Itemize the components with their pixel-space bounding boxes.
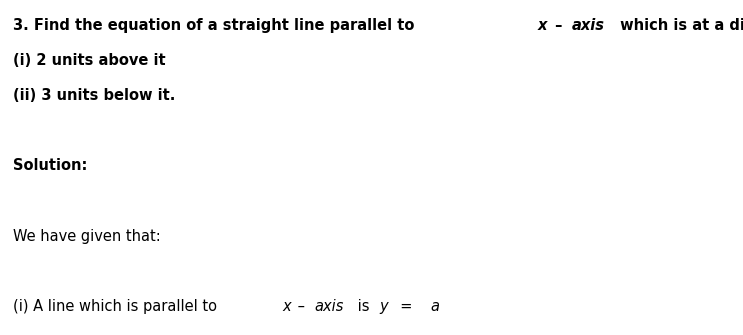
Text: axis: axis — [315, 299, 344, 314]
Text: (ii) 3 units below it.: (ii) 3 units below it. — [13, 88, 175, 103]
Text: 3. Find the equation of a straight line parallel to: 3. Find the equation of a straight line … — [13, 18, 419, 33]
Text: (i) A line which is parallel to: (i) A line which is parallel to — [13, 299, 221, 314]
Text: a: a — [430, 299, 439, 314]
Text: We have given that:: We have given that: — [13, 228, 160, 244]
Text: Solution:: Solution: — [13, 158, 87, 174]
Text: y: y — [380, 299, 389, 314]
Text: =: = — [391, 299, 421, 314]
Text: (i) 2 units above it: (i) 2 units above it — [13, 53, 166, 68]
Text: –: – — [293, 299, 310, 314]
Text: x: x — [537, 18, 547, 33]
Text: is: is — [353, 299, 374, 314]
Text: x: x — [282, 299, 291, 314]
Text: –: – — [550, 18, 567, 33]
Text: axis: axis — [572, 18, 605, 33]
Text: which is at a distance: which is at a distance — [614, 18, 743, 33]
